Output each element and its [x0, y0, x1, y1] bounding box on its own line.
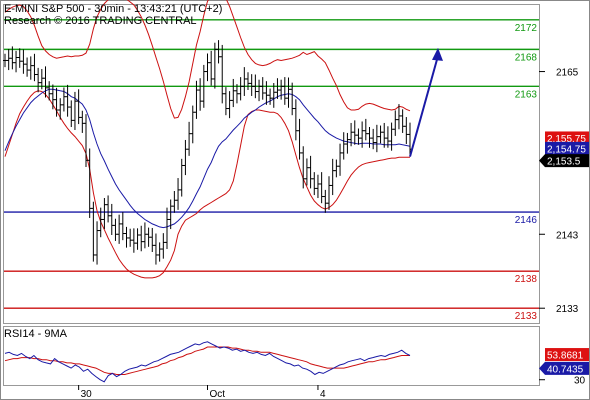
- price-bars: [3, 40, 412, 265]
- price-plot-border: [3, 4, 540, 324]
- support-resistance-levels: 2172 2168 2163 2146 2138 2133: [4, 19, 539, 322]
- projection-arrow: [409, 47, 443, 157]
- rsi-line: [4, 341, 411, 383]
- level-label: 2172: [515, 23, 538, 34]
- value-tag-label: 2,154.75: [547, 144, 586, 155]
- value-tag-bg: [545, 131, 589, 145]
- value-tag-bg: [545, 141, 589, 155]
- value-tag-bg: [545, 348, 589, 362]
- bollinger-bands: [4, 0, 411, 279]
- lower-band-line: [4, 90, 410, 279]
- chart-source: Research © 2016 TRADING CENTRAL: [4, 15, 197, 27]
- projection-arrow-shaft: [409, 55, 439, 157]
- level-label: 2133: [515, 311, 538, 322]
- chart-title: E-MINI S&P 500 - 30min - 13:43:21 (UTC+2…: [4, 3, 222, 15]
- y-tick-label: 2165: [556, 68, 579, 79]
- level-label: 2146: [515, 215, 538, 226]
- value-tag-bg: [539, 361, 589, 375]
- rsi-y-tick-label: 30: [574, 376, 586, 387]
- x-tick-label: 30: [81, 389, 93, 400]
- moving-average: [4, 88, 411, 229]
- value-tags: 2,155.752,154.75 2,153.5 53.8681 40.7435: [539, 131, 589, 375]
- value-tag-label: 53.8681: [547, 351, 584, 362]
- projection-arrow-head: [432, 47, 443, 61]
- x-tick-label: Oct: [210, 389, 226, 400]
- y-tick-label: 2133: [556, 304, 579, 315]
- y-tick-label: 2143: [556, 230, 579, 241]
- x-axis-ticks: 30 Oct 4: [78, 385, 326, 400]
- value-tag-label: 2,153.5: [547, 157, 581, 168]
- rsi-title: RSI14 - 9MA: [4, 328, 68, 340]
- rsi-plot-border: [3, 326, 540, 386]
- ma-line: [4, 88, 411, 229]
- y-axis-ticks: 2165 2143 2133 30: [539, 68, 586, 387]
- upper-band-line: [4, 0, 411, 119]
- rsi-ma-line: [4, 346, 410, 375]
- rsi-lines: [4, 341, 411, 383]
- value-tag-bg: [539, 154, 589, 168]
- value-tag-label: 40.7435: [547, 364, 584, 375]
- level-label: 2168: [515, 52, 538, 63]
- level-label: 2138: [515, 274, 538, 285]
- x-tick-label: 4: [320, 389, 326, 400]
- level-label: 2163: [515, 89, 538, 100]
- value-tag-label: 2,155.75: [547, 134, 586, 145]
